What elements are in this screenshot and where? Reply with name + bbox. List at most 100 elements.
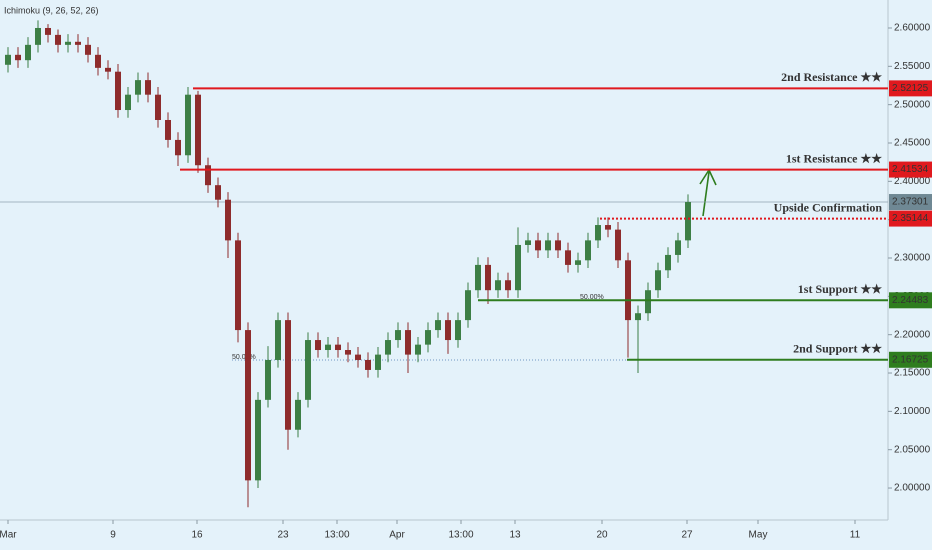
- level-price: 2.16725: [892, 354, 929, 365]
- y-tick-label: 2.60000: [894, 23, 931, 34]
- candle-body: [125, 94, 131, 111]
- candle-body: [605, 225, 611, 230]
- y-tick-label: 2.30000: [894, 253, 931, 264]
- x-tick-label: 13:00: [324, 530, 349, 541]
- candle-body: [435, 320, 441, 331]
- arrow-shaft: [702, 171, 710, 217]
- x-tick-label: 27: [681, 530, 693, 541]
- candle-body: [355, 354, 361, 360]
- x-tick-label: May: [749, 530, 768, 541]
- y-tick-label: 2.10000: [894, 406, 931, 417]
- level-price: 2.35144: [892, 213, 929, 224]
- candle-body: [685, 202, 691, 241]
- candle-body: [575, 260, 581, 265]
- candle-body: [515, 244, 521, 291]
- candle-body: [365, 359, 371, 370]
- candle-body: [165, 119, 171, 140]
- x-tick-label: 9: [110, 530, 116, 541]
- candle-body: [665, 254, 671, 271]
- candle-body: [425, 330, 431, 345]
- level-name: 2nd Support ★★: [793, 342, 882, 356]
- candle-body: [235, 240, 241, 331]
- candle-body: [115, 71, 121, 111]
- y-tick-label: 2.15000: [894, 368, 931, 379]
- x-tick-label: 23: [277, 530, 289, 541]
- candle-body: [255, 399, 261, 481]
- candle-body: [65, 41, 71, 45]
- candle-body: [145, 80, 151, 95]
- candle-body: [225, 199, 231, 241]
- candle-body: [105, 67, 111, 72]
- level-tag: [889, 80, 932, 97]
- candle-body: [325, 344, 331, 351]
- x-tick-label: Mar: [0, 530, 17, 541]
- x-tick-label: 13:00: [448, 530, 473, 541]
- candle-body: [535, 240, 541, 251]
- candle-body: [205, 165, 211, 186]
- candle-body: [35, 27, 41, 45]
- candle-body: [555, 240, 561, 251]
- candle-body: [265, 359, 271, 400]
- candle-body: [245, 330, 251, 481]
- candle-body: [565, 250, 571, 265]
- y-tick-label: 2.45000: [894, 138, 931, 149]
- level-name: 2nd Resistance ★★: [781, 70, 882, 84]
- candle-body: [395, 330, 401, 341]
- fib-label: 50.00%: [580, 294, 604, 301]
- candle-body: [295, 399, 301, 430]
- y-tick-label: 2.05000: [894, 444, 931, 455]
- candle-body: [5, 54, 11, 65]
- candle-body: [345, 350, 351, 355]
- candle-body: [445, 320, 451, 341]
- level-name: Upside Confirmation: [774, 200, 883, 214]
- candle-body: [175, 139, 181, 156]
- candle-body: [85, 44, 91, 55]
- candle-body: [475, 264, 481, 291]
- level-price: 2.52125: [892, 83, 929, 94]
- candle-body: [55, 34, 61, 45]
- candle-body: [625, 260, 631, 321]
- level-tag: [889, 351, 932, 368]
- level-tag: [889, 161, 932, 178]
- candle-body: [585, 240, 591, 261]
- candle-body: [615, 229, 621, 261]
- candle-body: [525, 240, 531, 245]
- candle-body: [545, 240, 551, 251]
- candle-body: [675, 240, 681, 255]
- level-price: 2.24483: [892, 295, 929, 306]
- x-tick-label: 11: [850, 530, 861, 541]
- candle-body: [95, 54, 101, 68]
- candle-body: [485, 264, 491, 291]
- x-tick-label: 16: [191, 530, 203, 541]
- current-price-tag: [889, 194, 932, 211]
- candle-body: [305, 340, 311, 400]
- candle-body: [15, 54, 21, 61]
- level-price: 2.41534: [892, 164, 929, 175]
- candle-body: [645, 290, 651, 314]
- candle-body: [335, 344, 341, 351]
- candle-body: [25, 44, 31, 61]
- y-tick-label: 2.50000: [894, 99, 931, 110]
- x-tick-label: 13: [509, 530, 521, 541]
- candle-body: [415, 344, 421, 355]
- candle-body: [455, 320, 461, 341]
- candle-body: [45, 27, 51, 35]
- candle-body: [505, 280, 511, 291]
- candle-body: [215, 185, 221, 200]
- candle-body: [495, 280, 501, 291]
- y-tick-label: 2.55000: [894, 61, 931, 72]
- level-name: 1st Support ★★: [798, 282, 882, 296]
- level-tag: [889, 210, 932, 227]
- candle-body: [285, 320, 291, 430]
- candle-body: [275, 320, 281, 360]
- candle-body: [465, 290, 471, 321]
- y-tick-label: 2.20000: [894, 329, 931, 340]
- level-name: 1st Resistance ★★: [786, 151, 882, 165]
- candle-body: [655, 270, 661, 291]
- candle-body: [595, 225, 601, 241]
- candle-body: [315, 340, 321, 351]
- candle-body: [385, 340, 391, 355]
- candle-body: [405, 330, 411, 355]
